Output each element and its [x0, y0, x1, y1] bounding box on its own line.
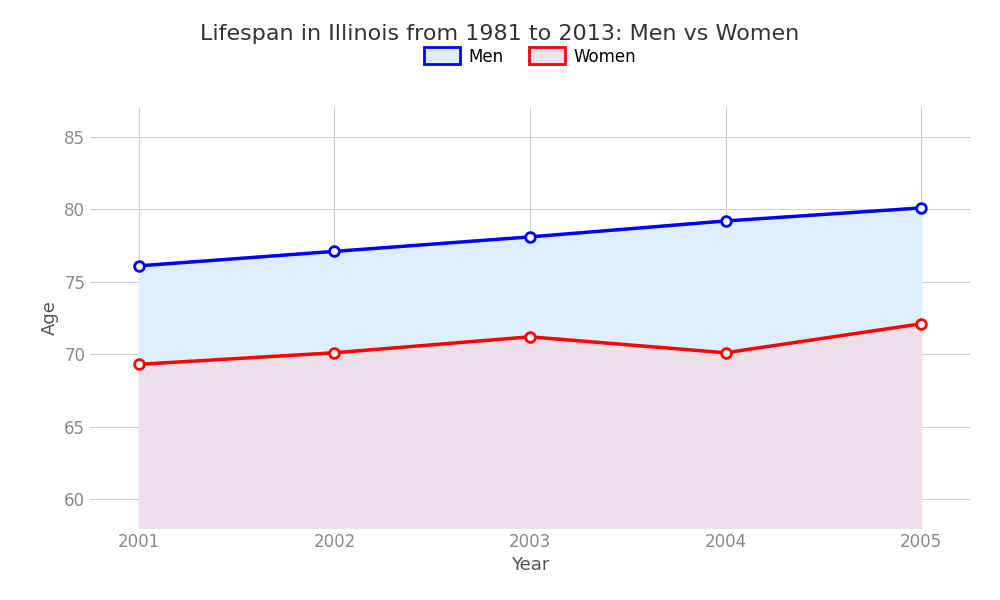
Men [328, 248, 340, 255]
Women [133, 361, 145, 368]
Women [915, 320, 927, 328]
Men [524, 233, 536, 241]
Men [720, 217, 732, 224]
Men [133, 262, 145, 269]
Women [328, 349, 340, 356]
Men [915, 205, 927, 212]
Y-axis label: Age: Age [41, 301, 59, 335]
Legend: Men, Women: Men, Women [417, 41, 643, 72]
Line: Women: Women [134, 319, 926, 369]
Line: Men: Men [134, 203, 926, 271]
Women [720, 349, 732, 356]
Text: Lifespan in Illinois from 1981 to 2013: Men vs Women: Lifespan in Illinois from 1981 to 2013: … [200, 24, 800, 44]
Women [524, 333, 536, 340]
X-axis label: Year: Year [511, 556, 549, 574]
